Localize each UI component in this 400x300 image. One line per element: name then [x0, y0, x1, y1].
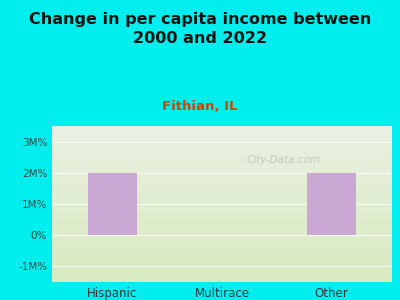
Bar: [88, 173, 137, 235]
Text: Fithian, IL: Fithian, IL: [162, 100, 238, 113]
Text: City-Data.com: City-Data.com: [246, 155, 320, 165]
Text: Change in per capita income between
2000 and 2022: Change in per capita income between 2000…: [29, 12, 371, 46]
Bar: [307, 173, 356, 235]
